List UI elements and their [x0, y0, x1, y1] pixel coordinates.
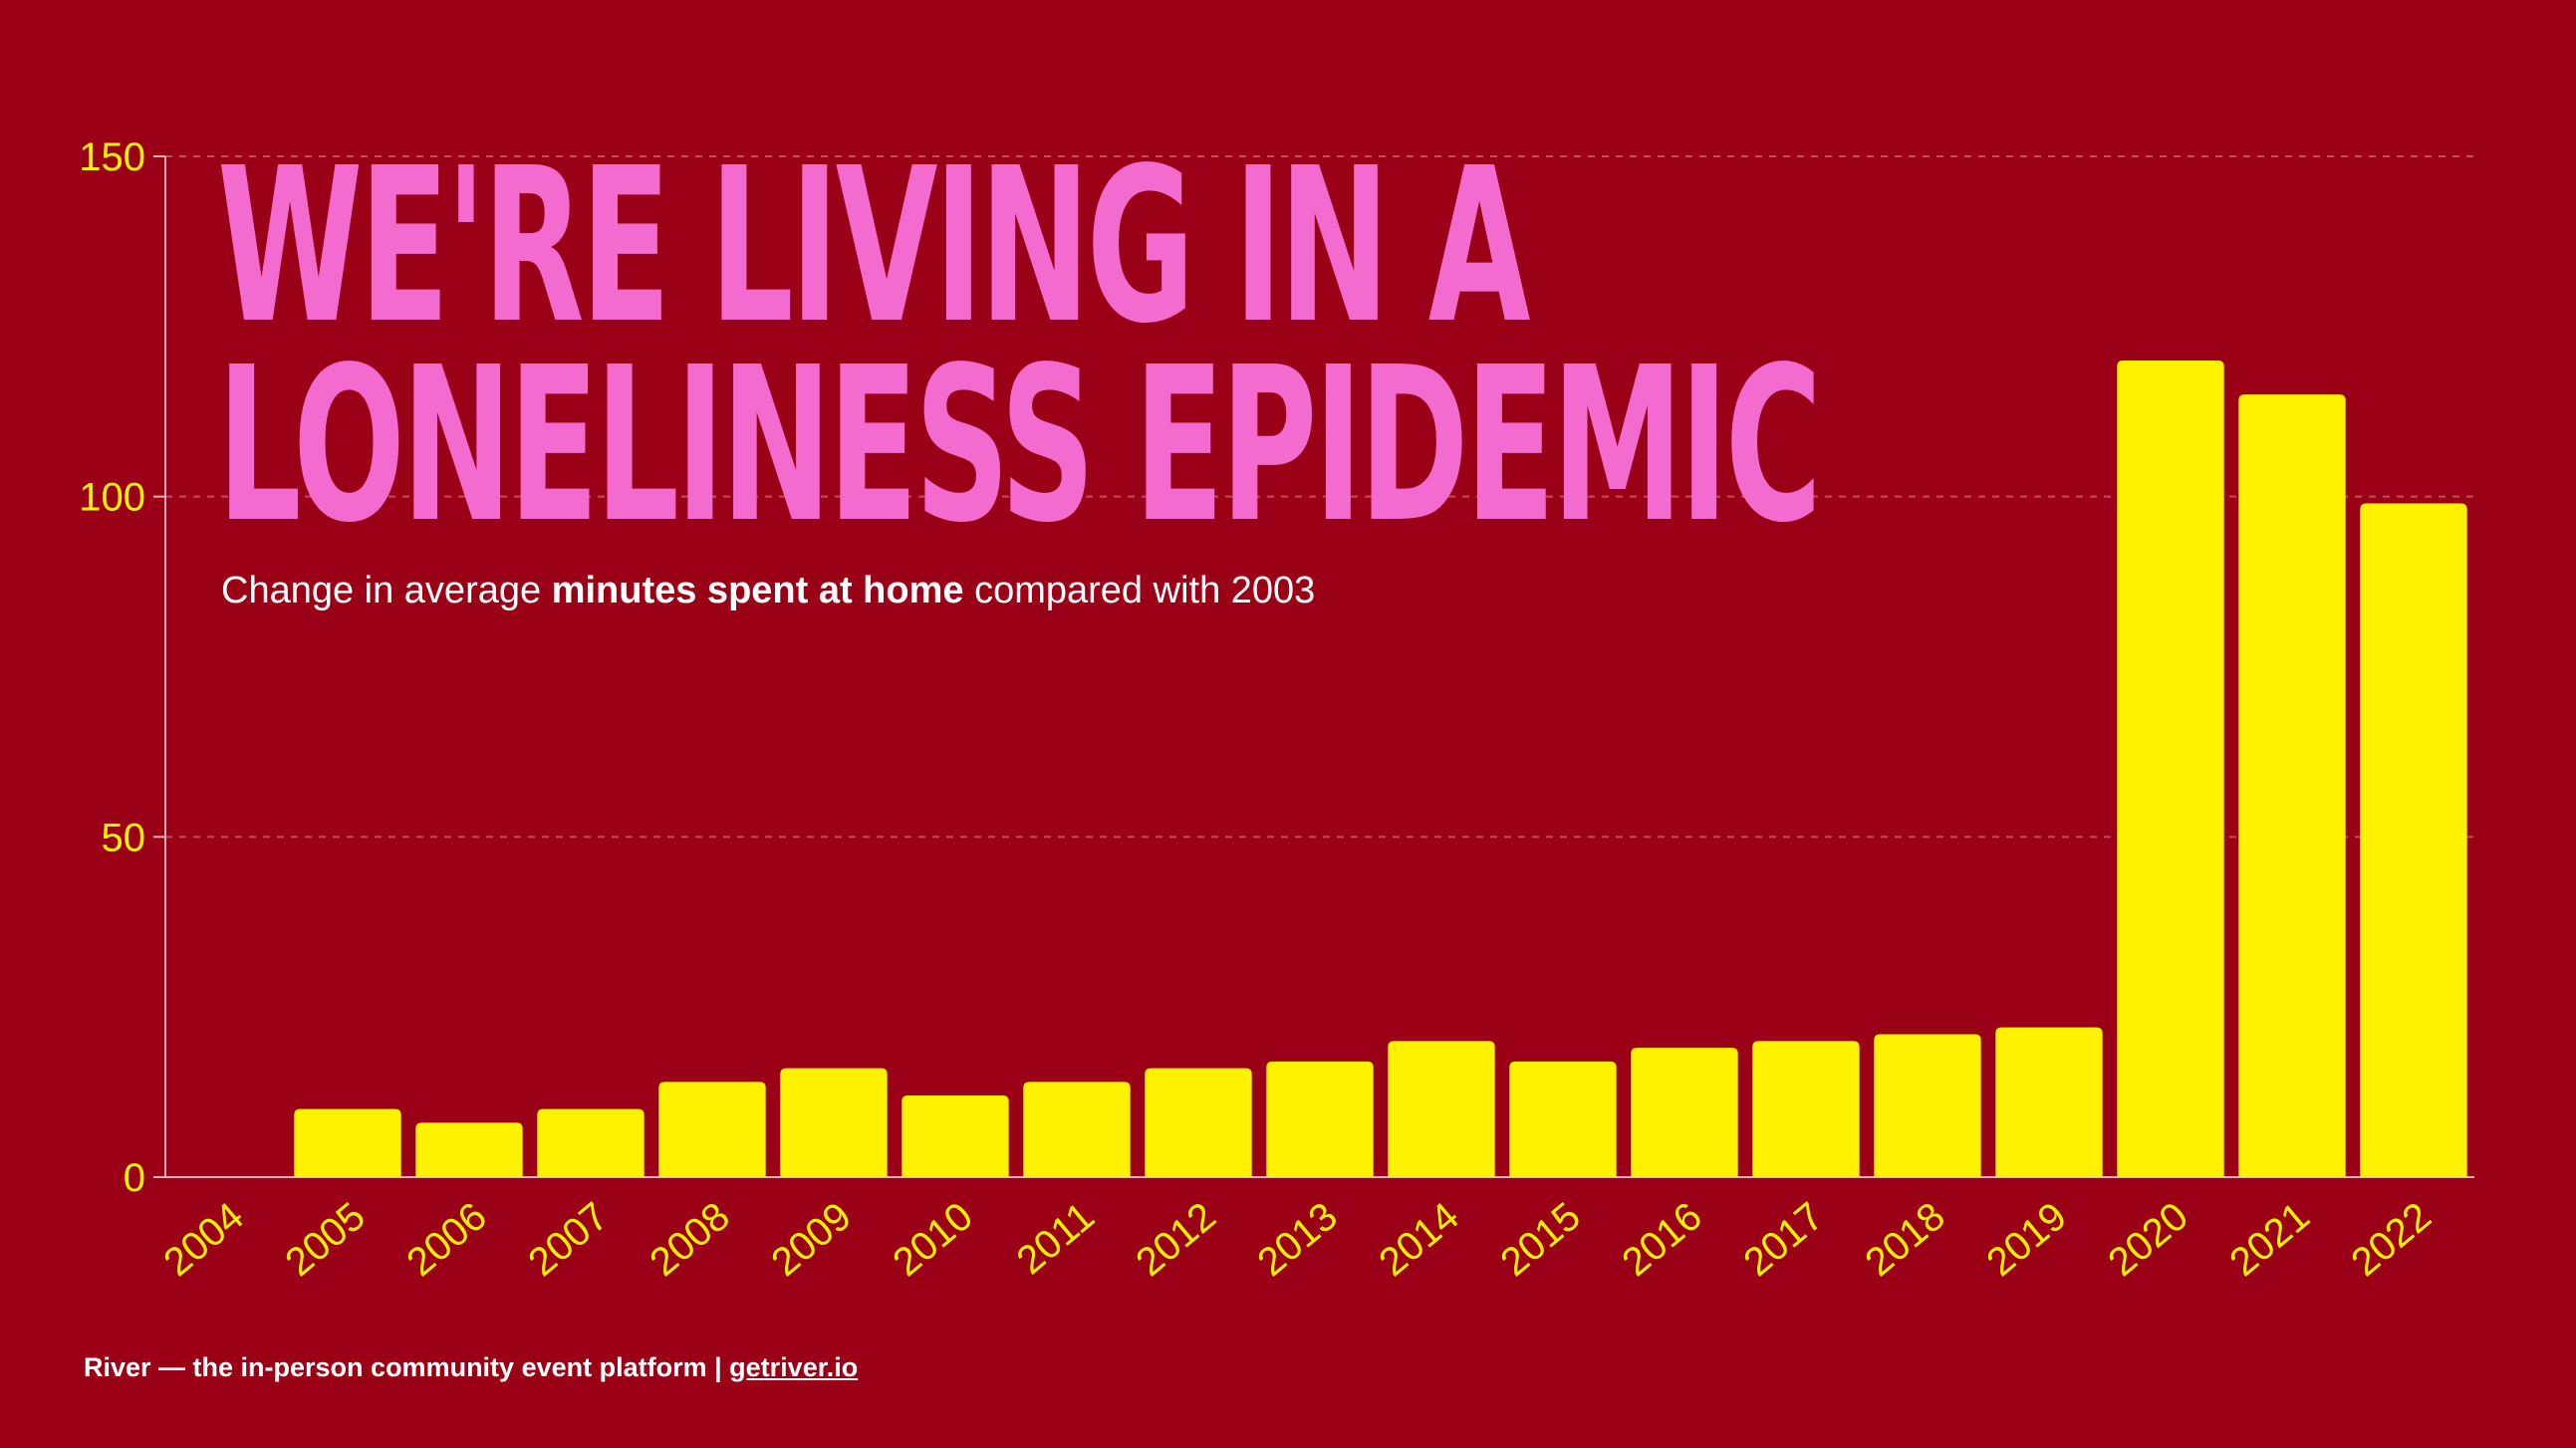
- x-tick-label-2005: 2005: [277, 1194, 373, 1285]
- y-tick-labels: 0 50 100 150: [79, 135, 145, 1200]
- chart-subtitle: Change in average minutes spent at home …: [221, 570, 1315, 612]
- x-tick-label-2022: 2022: [2343, 1194, 2439, 1285]
- x-tick-label-2016: 2016: [1614, 1194, 1709, 1285]
- y-tick-label: 100: [79, 476, 145, 520]
- bar-2019: [1995, 1027, 2103, 1177]
- bar-2008: [658, 1082, 766, 1177]
- bar-2022: [2360, 503, 2467, 1177]
- x-tick-label-2007: 2007: [520, 1194, 616, 1285]
- x-tick-label-2011: 2011: [1009, 1194, 1103, 1283]
- title-line-2: LONELINESS EPIDEMIC: [217, 322, 1822, 570]
- subtitle-emphasis: minutes spent at home: [551, 570, 964, 611]
- y-tick-label: 150: [79, 135, 145, 179]
- footer-credit: River — the in-person community event pl…: [84, 1352, 858, 1383]
- subtitle-suffix: compared with 2003: [963, 570, 1316, 611]
- bar-2007: [537, 1108, 644, 1177]
- bar-2013: [1266, 1061, 1374, 1177]
- bar-2014: [1388, 1041, 1495, 1177]
- x-tick-label-2004: 2004: [155, 1194, 251, 1285]
- x-tick-label-2020: 2020: [2100, 1194, 2195, 1285]
- x-tick-label-2013: 2013: [1249, 1194, 1345, 1285]
- bar-2006: [415, 1122, 523, 1177]
- bar-2005: [294, 1108, 401, 1177]
- bar-2012: [1145, 1068, 1252, 1177]
- title-line-1: WE'RE LIVING IN A: [217, 122, 1530, 370]
- x-tick-label-2021: 2021: [2221, 1194, 2317, 1285]
- chart-title: WE'RE LIVING IN A LONELINESS EPIDEMIC: [217, 122, 2110, 570]
- bar-2020: [2117, 361, 2224, 1177]
- x-tick-label-2012: 2012: [1128, 1194, 1223, 1285]
- bar-2017: [1752, 1041, 1860, 1177]
- x-tick-label-2008: 2008: [642, 1194, 737, 1285]
- bar-2015: [1509, 1061, 1617, 1177]
- bar-2009: [780, 1068, 888, 1177]
- bar-2011: [1023, 1082, 1131, 1177]
- footer-link[interactable]: getriver.io: [729, 1352, 859, 1382]
- x-tick-label-2009: 2009: [763, 1194, 859, 1285]
- bar-2021: [2238, 394, 2346, 1178]
- bars: [294, 361, 2467, 1178]
- y-tick-label: 50: [102, 816, 146, 859]
- x-tick-label-2017: 2017: [1735, 1194, 1831, 1285]
- footer-text: River — the in-person community event pl…: [84, 1352, 730, 1382]
- x-tick-label-2014: 2014: [1371, 1194, 1466, 1285]
- bar-2010: [902, 1095, 1009, 1177]
- x-tick-labels: 2004 2005 2006 2007 2008 2009 2010 2011 2012 2013…: [155, 1194, 2439, 1285]
- x-tick-label-2015: 2015: [1492, 1194, 1588, 1285]
- x-tick-label-2006: 2006: [398, 1194, 494, 1285]
- subtitle-prefix: Change in average: [221, 570, 552, 611]
- x-tick-label-2018: 2018: [1857, 1194, 1952, 1285]
- bar-2018: [1874, 1034, 1981, 1177]
- x-tick-label-2010: 2010: [885, 1194, 980, 1285]
- bar-2016: [1631, 1048, 1738, 1177]
- x-tick-label-2019: 2019: [1978, 1194, 2074, 1285]
- y-tick-label: 0: [124, 1156, 145, 1200]
